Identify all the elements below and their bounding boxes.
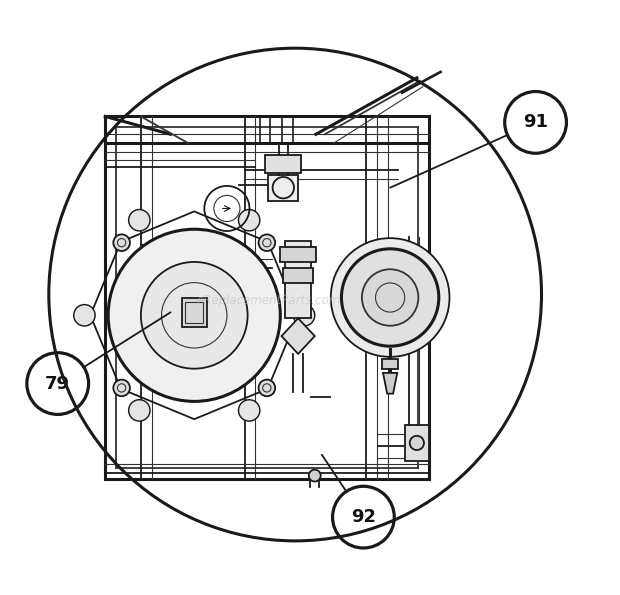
Circle shape (410, 436, 424, 450)
Text: 92: 92 (351, 508, 376, 526)
Circle shape (259, 234, 275, 251)
FancyBboxPatch shape (382, 359, 399, 369)
FancyBboxPatch shape (283, 268, 313, 283)
Circle shape (342, 249, 439, 346)
Circle shape (505, 92, 567, 154)
Circle shape (259, 380, 275, 396)
FancyBboxPatch shape (285, 241, 311, 318)
Text: 91: 91 (523, 114, 548, 131)
FancyBboxPatch shape (268, 174, 298, 201)
Circle shape (332, 486, 394, 548)
Circle shape (129, 209, 150, 231)
Circle shape (27, 353, 89, 415)
Circle shape (74, 305, 95, 326)
Polygon shape (281, 318, 315, 354)
Polygon shape (383, 373, 397, 394)
Circle shape (239, 400, 260, 421)
Text: 79: 79 (45, 375, 70, 393)
FancyBboxPatch shape (405, 425, 428, 461)
FancyBboxPatch shape (182, 298, 206, 327)
Circle shape (108, 229, 280, 402)
FancyBboxPatch shape (265, 155, 301, 173)
Circle shape (141, 262, 247, 369)
Circle shape (129, 400, 150, 421)
Circle shape (309, 469, 321, 481)
Circle shape (113, 234, 130, 251)
Circle shape (113, 380, 130, 396)
FancyBboxPatch shape (280, 247, 316, 262)
Circle shape (239, 209, 260, 231)
Text: eReplacementParts.com: eReplacementParts.com (197, 294, 340, 307)
Circle shape (293, 305, 315, 326)
Circle shape (331, 238, 450, 357)
Circle shape (362, 270, 419, 325)
